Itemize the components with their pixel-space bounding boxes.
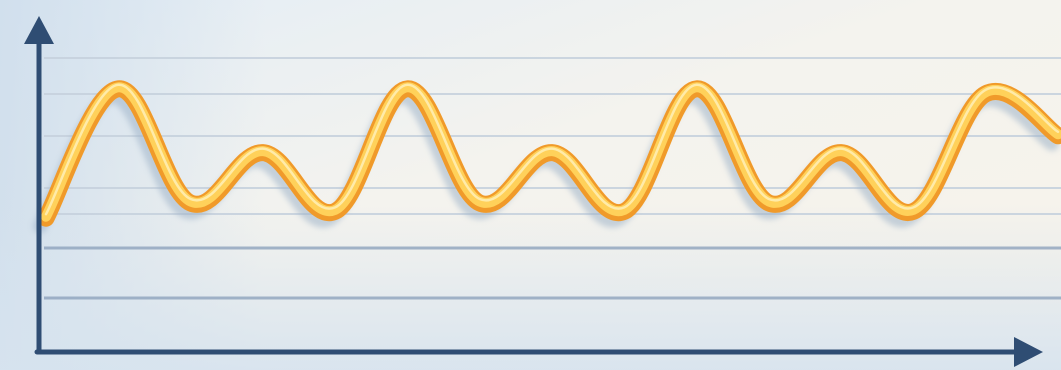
wave-highlight: [44, 83, 1060, 216]
x-axis-arrow-icon: [1014, 337, 1043, 367]
wave-yellow-body: [41, 82, 1061, 222]
y-axis-arrow-icon: [24, 16, 54, 44]
wave-line: [33, 80, 1061, 234]
axes: [24, 16, 1043, 367]
